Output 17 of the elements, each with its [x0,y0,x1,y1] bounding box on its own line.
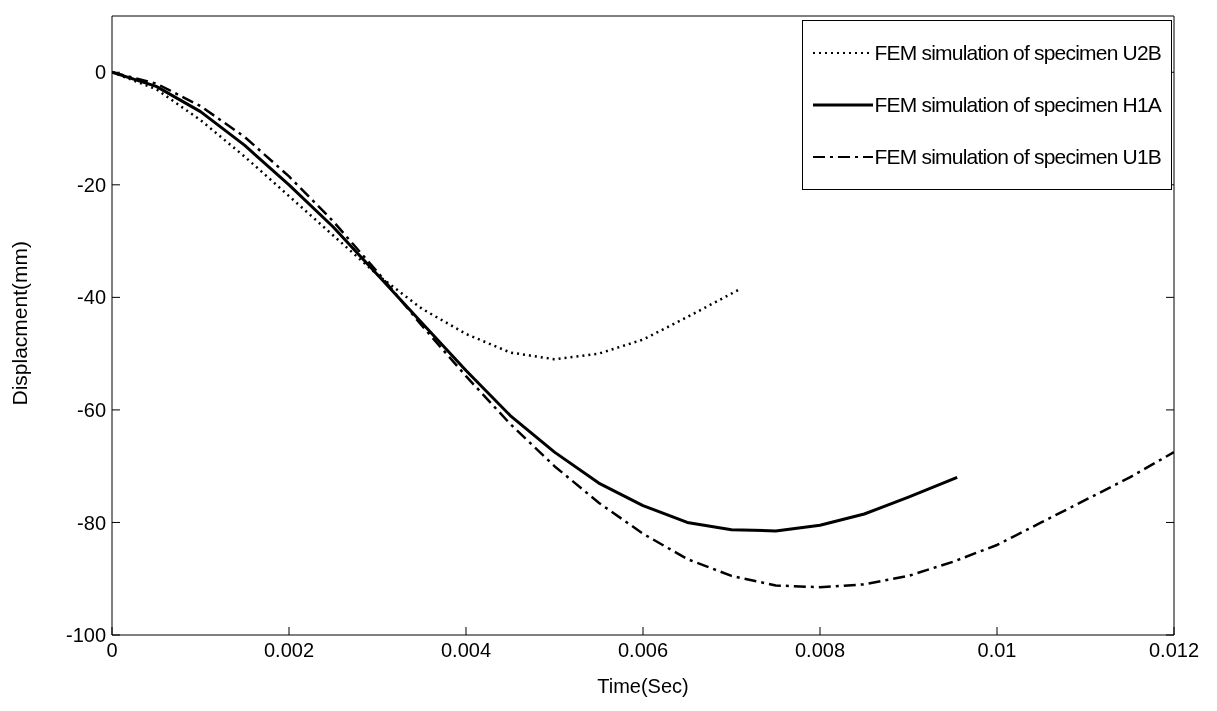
x-axis-title: Time(Sec) [597,675,689,697]
y-tick-label: -100 [65,624,106,647]
x-tick-label: 0.01 [977,639,1017,662]
x-tick-label: 0.006 [617,639,669,662]
y-tick-label: -80 [77,511,106,534]
y-axis-title: Displacment(mm) [8,240,32,406]
x-tick-label: 0.008 [794,639,846,662]
y-tick-label: -20 [77,173,106,196]
x-tick-label: 0.002 [263,639,315,662]
y-tick-label: -60 [77,399,106,422]
legend-label: FEM simulation of specimen U1B [874,145,1161,169]
x-tick-label: 0.004 [440,639,492,662]
y-tick-label: 0 [94,61,106,84]
x-tick-label: 0.012 [1148,639,1200,662]
legend-label: FEM simulation of specimen U2B [874,41,1161,65]
y-tick-label: -40 [77,286,106,309]
legend-label: FEM simulation of specimen H1A [874,93,1161,117]
